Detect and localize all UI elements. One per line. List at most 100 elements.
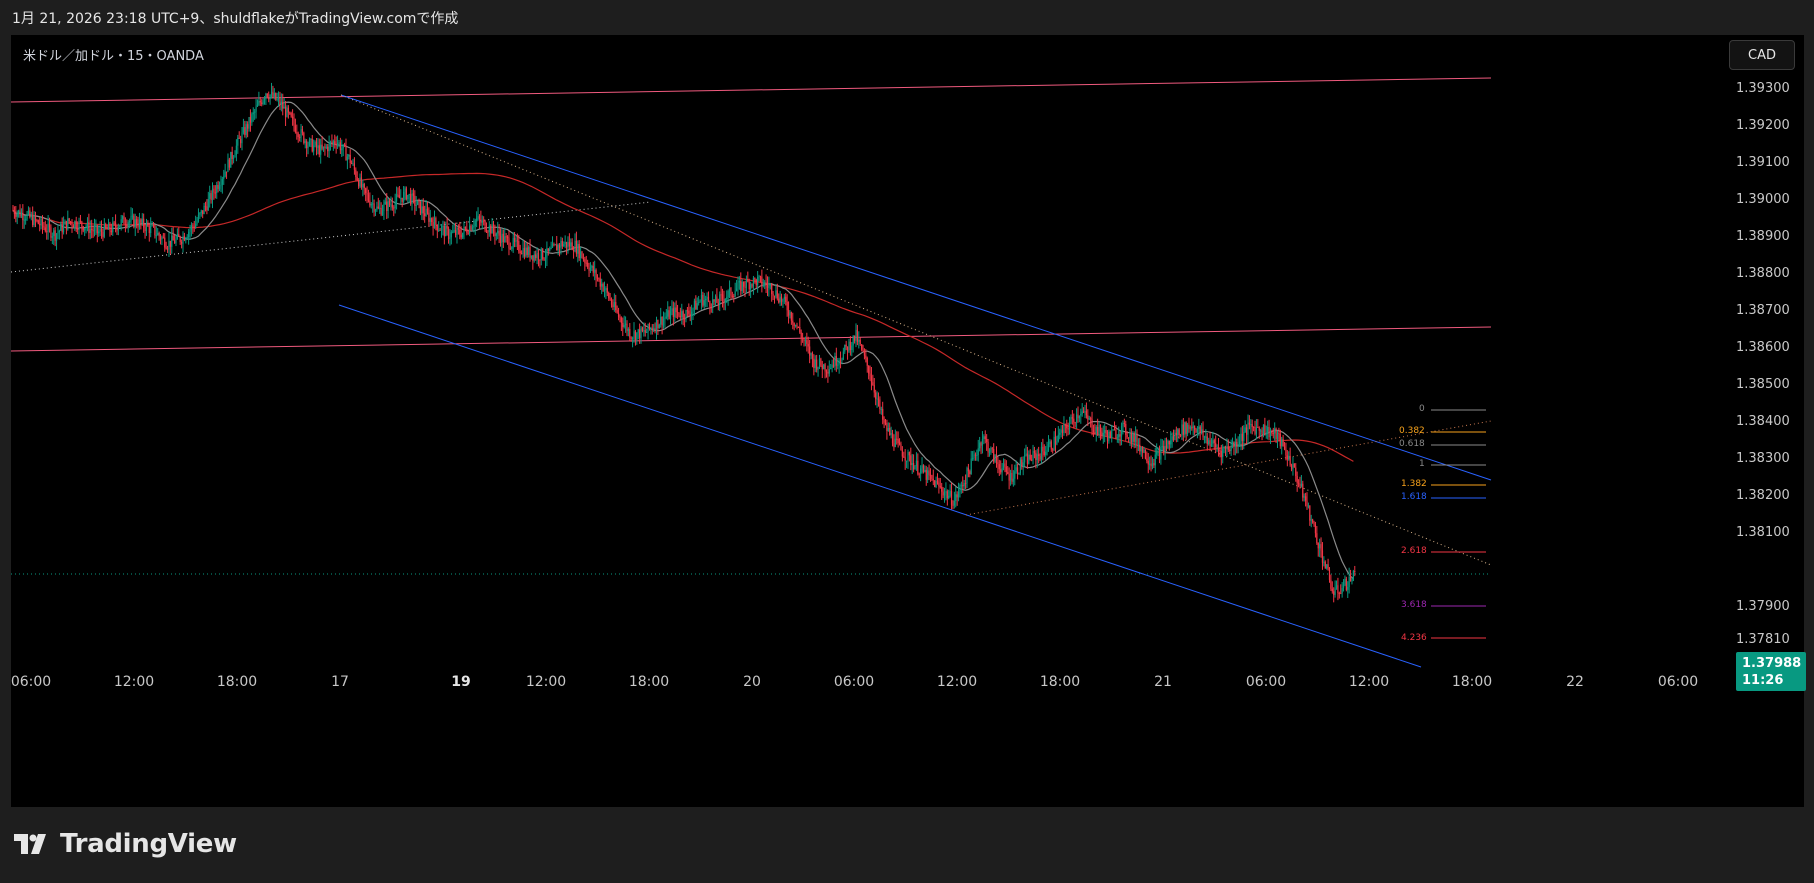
candle-body [67, 218, 69, 230]
candle-body [676, 312, 679, 314]
candle-body [477, 216, 479, 219]
candle-body [469, 225, 471, 234]
candle-body [1057, 434, 1059, 442]
trendline-dotted[interactable] [965, 420, 1492, 516]
candle-body [247, 124, 249, 129]
candle-body [629, 328, 631, 338]
candle-body [1022, 462, 1024, 467]
candle-body [665, 316, 667, 318]
channel-lower-line[interactable] [338, 304, 1422, 668]
candle-body [1344, 578, 1346, 586]
candle-body [497, 230, 499, 234]
candle-body [1144, 449, 1147, 459]
candle-body [594, 269, 596, 273]
price-plot[interactable] [11, 35, 1804, 807]
candle-body [1015, 467, 1017, 472]
trendline-dotted[interactable] [11, 201, 652, 273]
candle-body [1000, 469, 1002, 473]
candle-body [360, 177, 363, 188]
candle-body [913, 462, 915, 470]
candle-body [209, 193, 211, 199]
candle-body [322, 146, 325, 149]
candle-body [1087, 415, 1089, 420]
candle-body [151, 225, 153, 227]
candle-body [578, 243, 580, 259]
candle-body [99, 228, 101, 232]
candle-body [1213, 440, 1215, 444]
support-resistance-line[interactable] [11, 326, 1492, 352]
candle-body [490, 225, 492, 234]
candle-body [185, 238, 187, 241]
candle-body [1321, 550, 1324, 563]
candle-body [145, 223, 148, 232]
candle-body [438, 229, 440, 231]
candle-body [1092, 430, 1095, 433]
candle-body [68, 218, 70, 222]
candle-body [1238, 441, 1241, 445]
currency-button[interactable]: CAD [1729, 40, 1795, 70]
candle-body [1303, 496, 1305, 498]
candle-body [755, 279, 757, 286]
candle-body [972, 458, 974, 460]
candle-body [256, 104, 259, 107]
candle-body [221, 179, 223, 185]
candle-body [114, 222, 117, 228]
candle-body [644, 330, 646, 333]
candle-body [372, 203, 374, 205]
candle-body [81, 221, 83, 227]
candle-body [18, 210, 20, 214]
candle-body [568, 242, 570, 247]
candle-body [748, 281, 750, 290]
price-tick: 1.37900 [1736, 599, 1790, 614]
candle-body [1090, 418, 1092, 420]
candle-body [821, 365, 823, 370]
candle-body [202, 210, 204, 214]
candle-body [366, 192, 368, 195]
candle-body [931, 475, 933, 479]
candle-body [655, 319, 658, 332]
candle-body [1078, 415, 1080, 419]
candle-body [1331, 588, 1333, 592]
candle-body [849, 341, 851, 351]
candle-body [1313, 522, 1315, 525]
candle-body [1224, 447, 1227, 450]
candle-body [1219, 449, 1221, 451]
candle-body [96, 225, 98, 234]
candle-body [381, 211, 384, 215]
candle-body [1334, 588, 1336, 595]
candle-body [34, 215, 37, 221]
candle-body [1025, 453, 1027, 456]
candle-body [1112, 429, 1114, 431]
candle-body [1248, 422, 1250, 425]
candle-body [512, 238, 514, 248]
candle-body [1320, 544, 1322, 551]
candle-body [827, 371, 829, 374]
candle-body [287, 107, 289, 113]
candle-body [917, 460, 919, 474]
candle-body [952, 504, 954, 506]
candle-body [289, 112, 291, 114]
candle-body [1001, 467, 1003, 473]
candle-body [390, 204, 392, 206]
candle-body [873, 385, 875, 393]
candle-body [1094, 432, 1096, 434]
candle-body [925, 469, 927, 480]
resistance-line[interactable] [11, 77, 1492, 103]
tradingview-logo[interactable]: TradingView [14, 829, 237, 859]
candle-body [1109, 431, 1111, 439]
chart-area[interactable]: 米ドル／加ドル・15・OANDA CAD 1.39300 1.39200 1.3… [11, 35, 1806, 807]
candle-body [1279, 433, 1281, 447]
candle-body [581, 251, 583, 259]
candle-body [1293, 463, 1295, 468]
candle-body [778, 298, 780, 303]
candle-body [519, 251, 521, 254]
candle-body [686, 310, 688, 312]
candle-body [612, 304, 614, 308]
candle-body [907, 452, 909, 461]
price-tick: 1.38100 [1736, 525, 1790, 540]
candle-body [1267, 426, 1269, 433]
candle-body [935, 481, 937, 488]
candle-body [792, 320, 794, 323]
channel-upper-line[interactable] [340, 94, 1492, 481]
candle-body [688, 310, 690, 314]
